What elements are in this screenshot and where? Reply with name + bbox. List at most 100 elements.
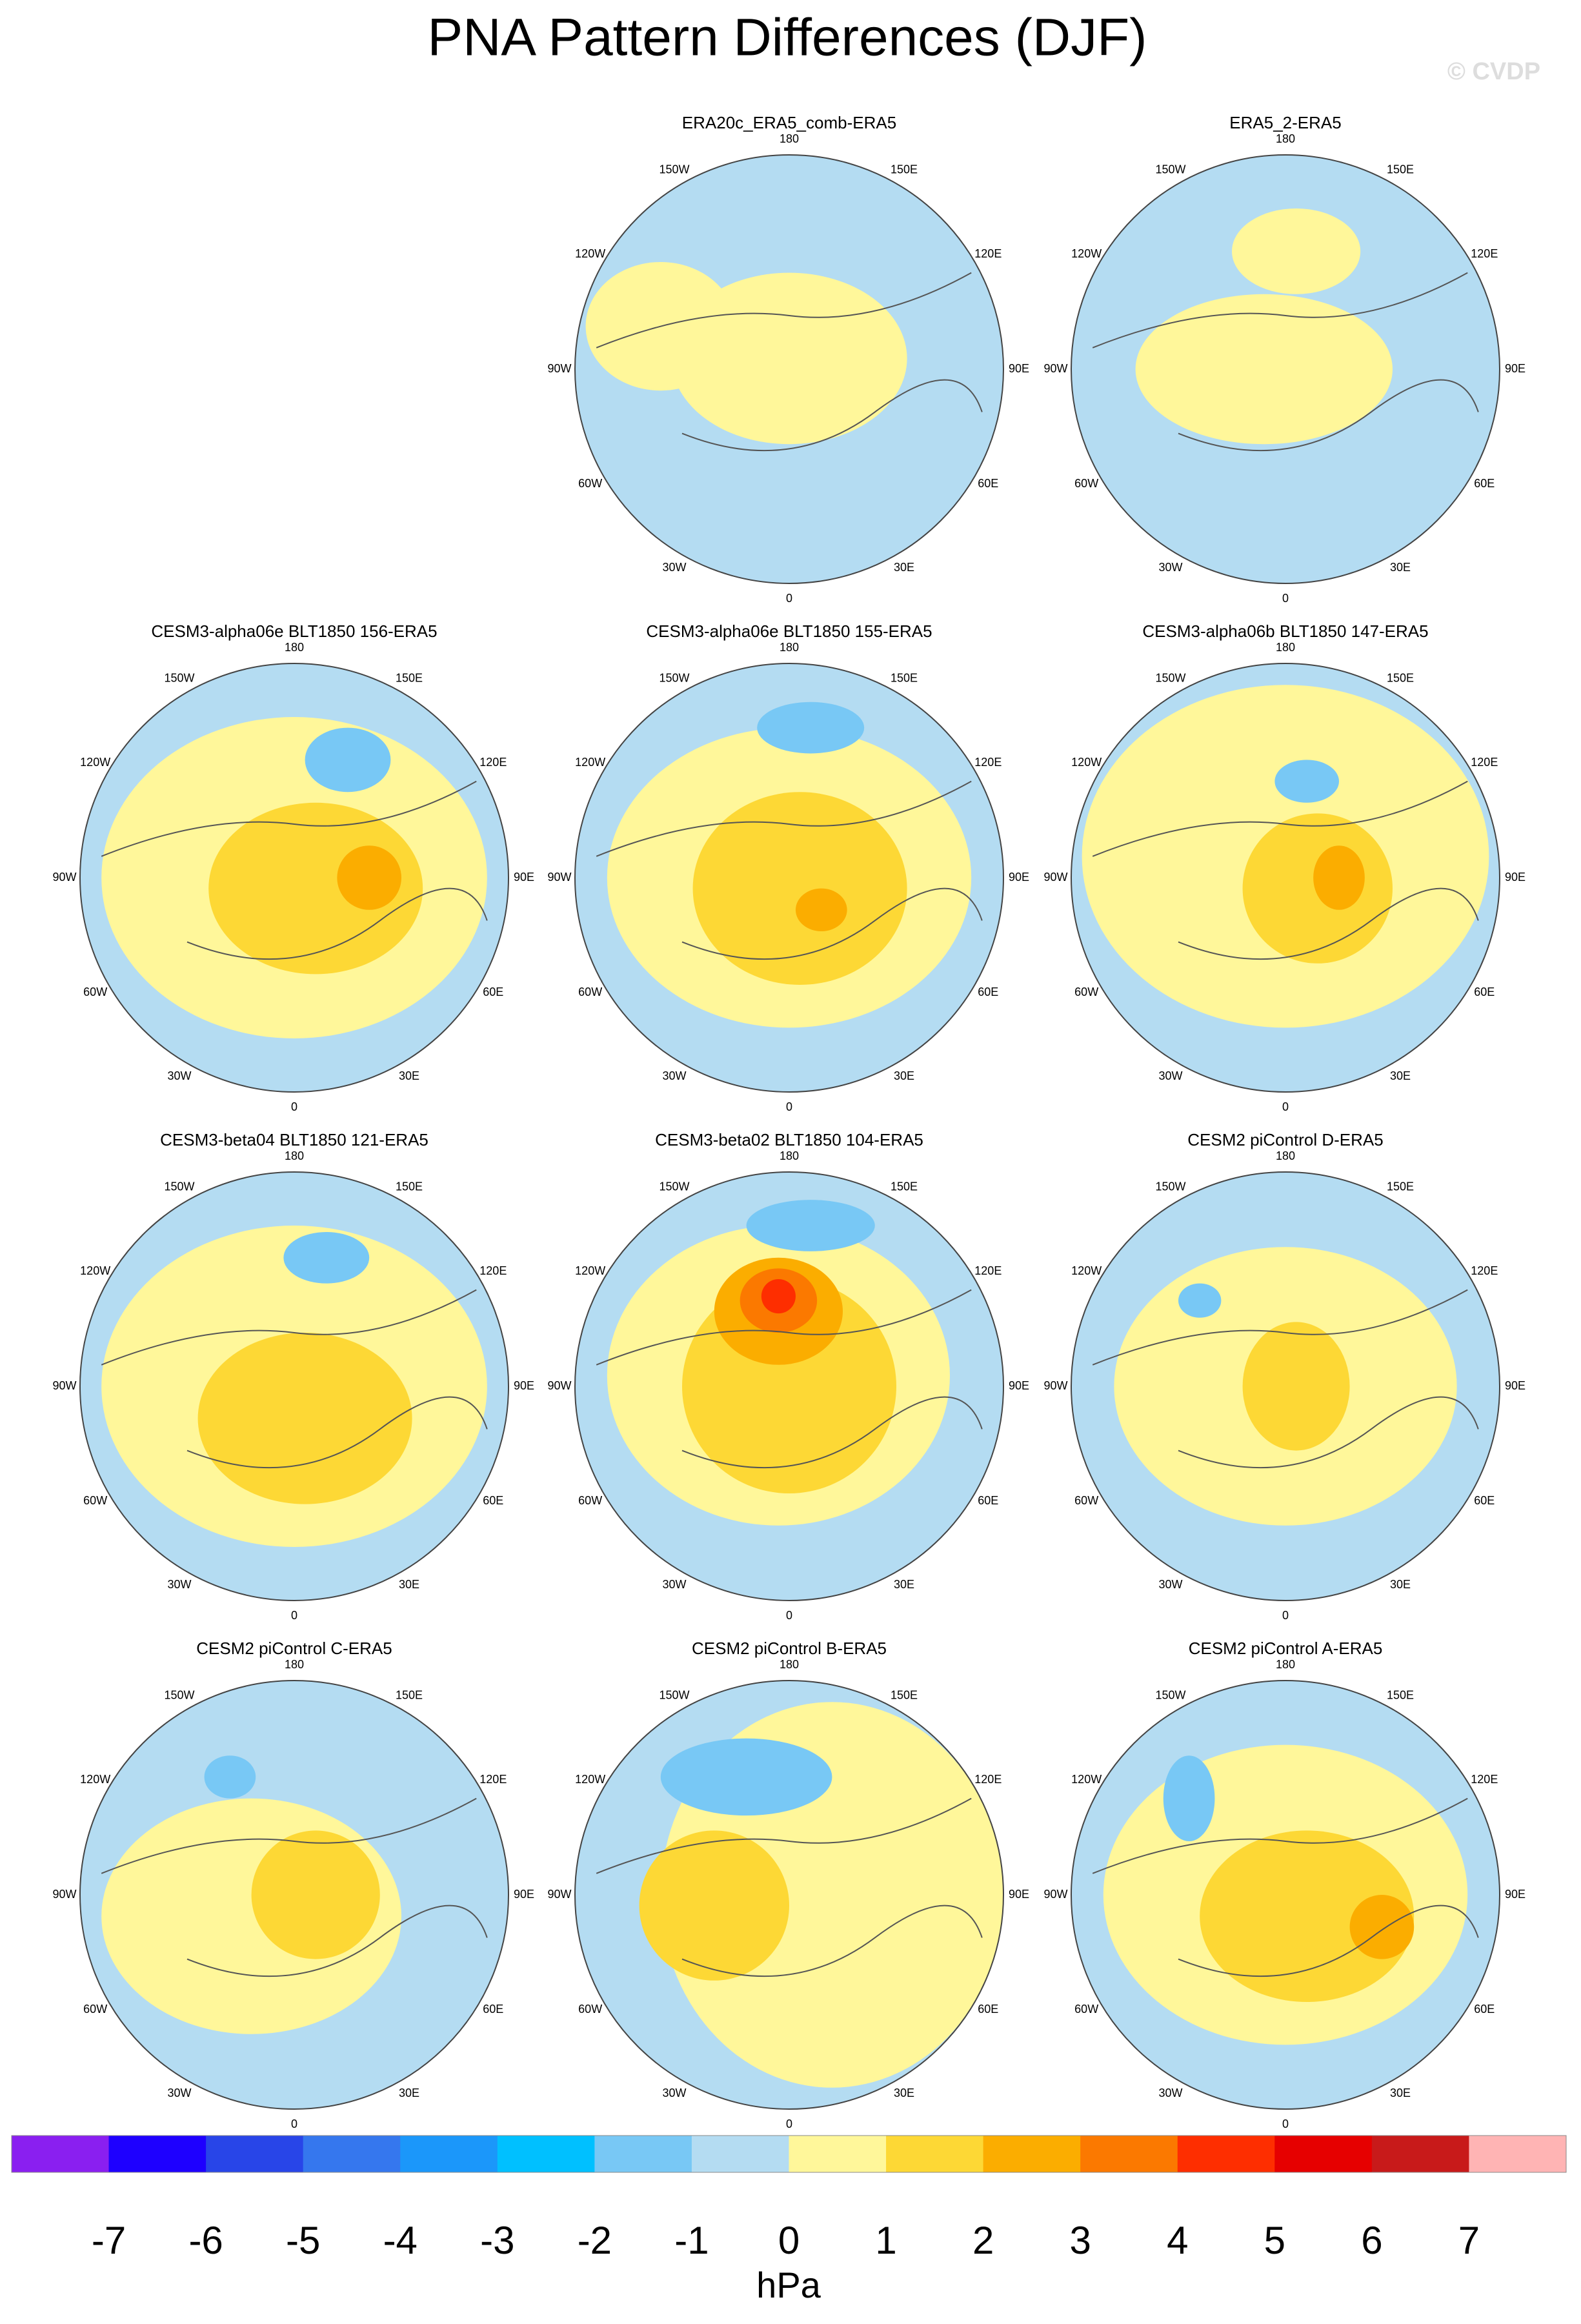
contour-region — [1313, 845, 1365, 910]
longitude-label: 30W — [1158, 1578, 1182, 1591]
colorbar-tick-label: -4 — [383, 2219, 418, 2262]
longitude-label: 120W — [1071, 756, 1102, 769]
longitude-label: 30E — [399, 2087, 419, 2099]
longitude-label: 90E — [1009, 871, 1029, 884]
longitude-label: 60W — [578, 2003, 602, 2016]
contour-region — [204, 1755, 256, 1799]
colorbar-box — [497, 2136, 595, 2172]
longitude-label: 30W — [167, 1578, 191, 1591]
contour-region — [1242, 1322, 1350, 1451]
longitude-label: 90E — [514, 1379, 534, 1392]
longitude-label: 120E — [1471, 247, 1498, 260]
longitude-label: 0 — [786, 1100, 792, 1113]
longitude-label: 60E — [1474, 1494, 1495, 1507]
longitude-label: 120E — [1471, 1773, 1498, 1786]
longitude-label: 120W — [1071, 1264, 1102, 1277]
longitude-label: 0 — [786, 2117, 792, 2130]
map-field — [80, 1172, 509, 1601]
longitude-label: 120W — [575, 1264, 605, 1277]
contour-region — [692, 792, 907, 985]
longitude-label: 180 — [285, 641, 304, 654]
colorbar-tick-label: 0 — [778, 2219, 800, 2262]
longitude-label: 0 — [1282, 592, 1289, 605]
longitude-label: 120E — [479, 756, 507, 769]
contour-region — [337, 845, 401, 910]
map-field — [1071, 663, 1500, 1092]
longitude-label: 120W — [1071, 247, 1102, 260]
longitude-label: 90W — [547, 1379, 571, 1392]
map-field — [1071, 1681, 1500, 2109]
colorbar-box — [789, 2136, 887, 2172]
longitude-label: 150E — [1387, 671, 1414, 684]
longitude-label: 120E — [1471, 756, 1498, 769]
longitude-label: 30E — [894, 1069, 914, 1082]
map-border — [79, 1171, 509, 1601]
longitude-label: 150E — [891, 1688, 918, 1701]
map-field — [1071, 1172, 1500, 1601]
colorbar-tick-label: -5 — [286, 2219, 320, 2262]
longitude-label: 0 — [786, 1609, 792, 1622]
longitude-label: 60E — [483, 985, 503, 998]
longitude-label: 90W — [52, 871, 76, 884]
longitude-label: 120W — [80, 756, 110, 769]
longitude-label: 180 — [780, 132, 799, 145]
longitude-label: 150E — [1387, 1688, 1414, 1701]
longitude-label: 150W — [659, 671, 689, 684]
longitude-label: 30E — [894, 2087, 914, 2099]
panel-title: CESM3-alpha06e BLT1850 155-ERA5 — [646, 621, 932, 641]
longitude-label: 150W — [659, 1180, 689, 1193]
longitude-label: 120W — [80, 1264, 110, 1277]
panel-title: CESM3-alpha06b BLT1850 147-ERA5 — [1142, 621, 1428, 641]
map-border — [79, 663, 509, 1093]
longitude-label: 180 — [285, 1658, 304, 1671]
longitude-label: 60E — [1474, 985, 1495, 998]
map-border — [574, 1680, 1004, 2110]
map-border — [574, 1171, 1004, 1601]
panel-title: ERA20c_ERA5_comb-ERA5 — [682, 113, 896, 132]
longitude-label: 180 — [780, 1658, 799, 1671]
panel-title: CESM2 piControl A-ERA5 — [1189, 1639, 1383, 1658]
longitude-label: 30E — [399, 1578, 419, 1591]
longitude-label: 30E — [1390, 1578, 1411, 1591]
longitude-label: 30W — [167, 1069, 191, 1082]
contour-region — [1232, 208, 1361, 294]
coastline — [596, 780, 983, 960]
longitude-label: 180 — [780, 641, 799, 654]
coastline — [1092, 1797, 1479, 1977]
coastline — [101, 1797, 488, 1977]
colorbar-tick-label: -3 — [480, 2219, 514, 2262]
map-field — [575, 663, 1003, 1092]
longitude-label: 150E — [396, 1180, 423, 1193]
panel-title: CESM2 piControl B-ERA5 — [692, 1639, 887, 1658]
contour-region — [795, 888, 847, 932]
longitude-label: 30E — [894, 561, 914, 574]
longitude-label: 150W — [164, 671, 194, 684]
longitude-label: 60W — [1074, 2003, 1098, 2016]
colorbar-box — [206, 2136, 304, 2172]
panel-title: ERA5_2-ERA5 — [1229, 113, 1341, 132]
panel-title: CESM3-beta04 BLT1850 121-ERA5 — [160, 1130, 428, 1149]
longitude-label: 90E — [1009, 1379, 1029, 1392]
longitude-label: 150E — [1387, 163, 1414, 176]
longitude-label: 0 — [291, 1609, 297, 1622]
longitude-label: 90W — [1043, 362, 1067, 375]
colorbar-box — [1274, 2136, 1373, 2172]
colorbar-box — [400, 2136, 498, 2172]
longitude-label: 60E — [1474, 477, 1495, 490]
map-field — [575, 1681, 1003, 2109]
coastline — [1092, 272, 1479, 452]
longitude-label: 150E — [396, 671, 423, 684]
longitude-label: 120E — [1471, 1264, 1498, 1277]
longitude-label: 180 — [285, 1149, 304, 1162]
longitude-label: 60W — [1074, 985, 1098, 998]
longitude-label: 90W — [547, 871, 571, 884]
longitude-label: 90E — [1505, 1379, 1526, 1392]
coastline — [1092, 1289, 1479, 1469]
longitude-label: 60E — [1474, 2003, 1495, 2016]
colorbar-tick-label: 5 — [1264, 2219, 1285, 2262]
longitude-label: 60W — [83, 985, 107, 998]
